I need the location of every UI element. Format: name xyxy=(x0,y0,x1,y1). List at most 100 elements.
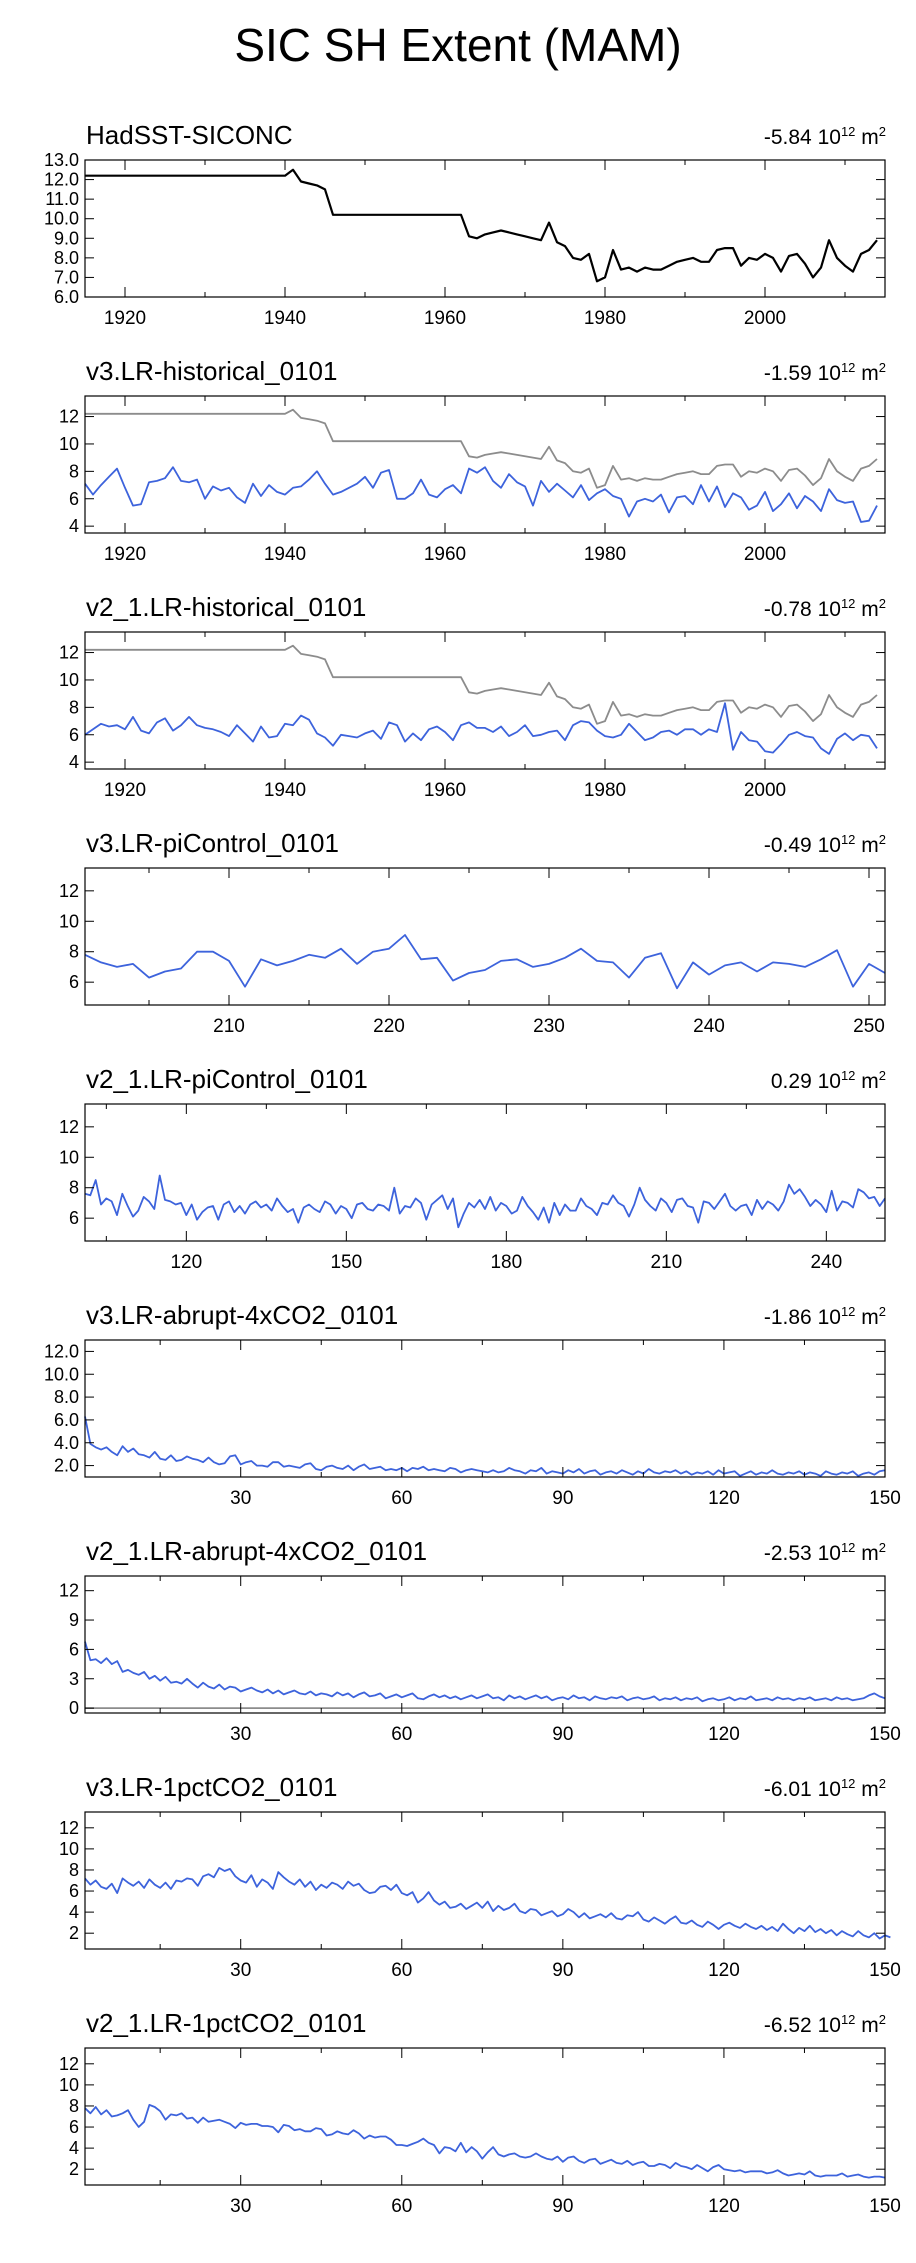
unit-squared: 2 xyxy=(878,1304,886,1319)
y-tick-label: 4.0 xyxy=(54,1433,79,1453)
y-tick-label: 6 xyxy=(69,1639,79,1659)
panel-title: v2_1.LR-abrupt-4xCO2_0101 xyxy=(86,1536,428,1566)
panel-title: HadSST-SICONC xyxy=(86,120,293,150)
chart-plot: 1920 1940 1960 1980 2000 6.07.08.09.010.011.0… xyxy=(44,150,886,329)
x-tick-label: 90 xyxy=(552,2196,573,2217)
x-tick-label: 120 xyxy=(708,1488,740,1509)
y-tick-label: 6 xyxy=(69,1208,79,1228)
y-tick-label: 2 xyxy=(69,2159,79,2179)
y-tick-label: 4 xyxy=(69,2138,79,2158)
x-tick-label: 30 xyxy=(230,1488,251,1509)
y-tick-label: 12.0 xyxy=(44,1341,79,1361)
chart-panel: HadSST-SICONC -5.84 1012 m2 1920 1940 1960 19… xyxy=(0,112,916,348)
unit-exponent: 12 xyxy=(840,124,856,139)
plot-frame xyxy=(84,395,886,534)
series-line-model xyxy=(84,2104,886,2179)
unit-m: m xyxy=(861,1542,879,1565)
trend-value: -1.59 xyxy=(763,362,812,385)
panel-title: v3.LR-piControl_0101 xyxy=(86,828,339,858)
y-tick-label: 12 xyxy=(59,1818,79,1838)
chart-panel: v2_1.LR-1pctCO2_0101 -6.52 1012 m2 30 60 90 1… xyxy=(0,2000,916,2236)
y-tick-label: 8 xyxy=(69,461,79,481)
y-tick-label: 9.0 xyxy=(54,228,79,248)
unit-exponent: 12 xyxy=(840,832,856,847)
panel-trend-stat: -1.86 1012 m2 xyxy=(764,1304,886,1330)
series-line-ref xyxy=(85,408,878,489)
plot-frame xyxy=(84,631,886,770)
x-tick-label: 220 xyxy=(373,1016,405,1037)
x-tick-label: 1920 xyxy=(104,780,146,801)
chart-plot: 210 220 230 240 250 6 8 10 12 xyxy=(59,867,886,1037)
unit-base: 10 xyxy=(817,362,841,385)
x-tick-label: 120 xyxy=(170,1252,202,1273)
unit-squared: 2 xyxy=(878,1068,886,1083)
panel-title: v3.LR-abrupt-4xCO2_0101 xyxy=(86,1300,399,1330)
unit-exponent: 12 xyxy=(840,1776,856,1791)
y-tick-label: 4 xyxy=(69,1902,79,1922)
unit-exponent: 12 xyxy=(840,1540,856,1555)
unit-exponent: 12 xyxy=(840,1304,856,1319)
panel-trend-stat: -2.53 1012 m2 xyxy=(764,1540,886,1566)
panel-trend-stat: -0.49 1012 m2 xyxy=(764,832,886,858)
unit-exponent: 12 xyxy=(840,596,856,611)
y-tick-label: 13.0 xyxy=(44,150,79,170)
x-tick-label: 1980 xyxy=(584,780,626,801)
x-tick-label: 1960 xyxy=(424,544,466,565)
y-tick-label: 8 xyxy=(69,1178,79,1198)
unit-squared: 2 xyxy=(878,2012,886,2027)
y-tick-label: 6 xyxy=(69,725,79,745)
chart-plot: 1920 1940 1960 1980 2000 4 6 8 10 12 xyxy=(59,631,886,801)
y-tick-label: 10 xyxy=(59,434,79,454)
x-tick-label: 120 xyxy=(708,1960,740,1981)
unit-m: m xyxy=(861,2014,879,2037)
x-tick-label: 230 xyxy=(533,1016,565,1037)
x-tick-label: 1980 xyxy=(584,308,626,329)
series-line-model xyxy=(84,1174,886,1229)
y-tick-label: 10 xyxy=(59,1839,79,1859)
unit-base: 10 xyxy=(817,1306,841,1329)
chart-panel: v3.LR-1pctCO2_0101 -6.01 1012 m2 30 60 90 120… xyxy=(0,1764,916,2000)
trend-value: -2.53 xyxy=(763,1542,812,1565)
unit-squared: 2 xyxy=(878,1540,886,1555)
panel-trend-stat: -5.84 1012 m2 xyxy=(764,124,886,150)
trend-value: -6.52 xyxy=(763,2014,812,2037)
y-tick-label: 4 xyxy=(69,516,79,536)
panel-title: v3.LR-1pctCO2_0101 xyxy=(86,1772,338,1802)
unit-m: m xyxy=(861,1070,879,1093)
x-tick-label: 250 xyxy=(853,1016,885,1037)
unit-base: 10 xyxy=(817,2014,841,2037)
unit-m: m xyxy=(861,126,879,149)
trend-value: -1.86 xyxy=(763,1306,812,1329)
panel-trend-stat: 0.29 1012 m2 xyxy=(771,1068,886,1094)
x-tick-label: 2000 xyxy=(744,308,786,329)
series-line-model xyxy=(84,1641,886,1703)
trend-value: 0.29 xyxy=(770,1070,812,1093)
y-tick-label: 2 xyxy=(69,1923,79,1943)
series-line-model xyxy=(84,466,878,523)
x-tick-label: 1960 xyxy=(424,780,466,801)
y-tick-label: 12 xyxy=(59,881,79,901)
y-tick-label: 10.0 xyxy=(44,209,79,229)
x-tick-label: 1920 xyxy=(104,544,146,565)
y-tick-label: 6 xyxy=(69,2117,79,2137)
y-tick-label: 12 xyxy=(59,1581,79,1601)
chart-panel: v3.LR-piControl_0101 -0.49 1012 m2 210 220 2… xyxy=(0,820,916,1056)
x-tick-label: 30 xyxy=(230,1724,251,1745)
unit-squared: 2 xyxy=(878,596,886,611)
x-tick-label: 120 xyxy=(708,2196,740,2217)
x-tick-label: 210 xyxy=(650,1252,682,1273)
unit-squared: 2 xyxy=(878,360,886,375)
x-tick-label: 120 xyxy=(708,1724,740,1745)
x-tick-label: 60 xyxy=(391,2196,412,2217)
x-tick-label: 60 xyxy=(391,1488,412,1509)
unit-m: m xyxy=(861,362,879,385)
y-tick-label: 10 xyxy=(59,2075,79,2095)
y-tick-label: 12 xyxy=(59,1117,79,1137)
y-tick-label: 6.0 xyxy=(54,287,79,307)
unit-squared: 2 xyxy=(878,832,886,847)
unit-base: 10 xyxy=(817,1542,841,1565)
unit-exponent: 12 xyxy=(840,2012,856,2027)
chart-panel: v3.LR-historical_0101 -1.59 1012 m2 1920 19… xyxy=(0,348,916,584)
y-tick-label: 10 xyxy=(59,1147,79,1167)
